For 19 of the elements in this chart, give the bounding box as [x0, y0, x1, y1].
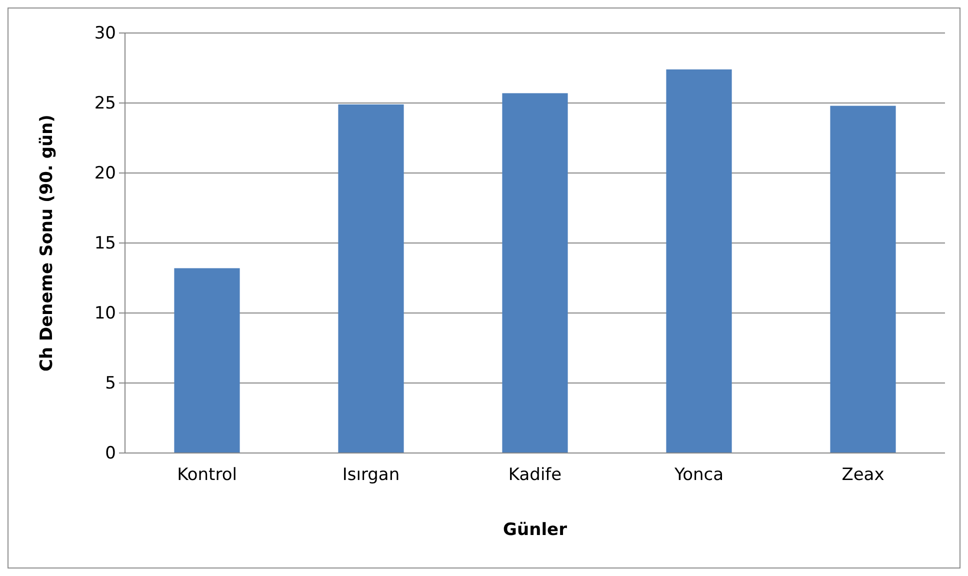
- x-tick-label: Isırgan: [342, 464, 400, 485]
- y-tick-label: 5: [105, 373, 116, 394]
- y-tick-label: 20: [94, 163, 116, 184]
- bar: [666, 69, 732, 453]
- x-tick-label: Kontrol: [177, 464, 237, 485]
- y-tick-label: 10: [94, 303, 116, 324]
- x-tick-label: Kadife: [508, 464, 562, 485]
- y-tick-label: 25: [94, 93, 116, 114]
- x-axis-title: Günler: [503, 520, 568, 540]
- bar: [338, 104, 404, 453]
- x-tick-label: Yonca: [673, 464, 724, 485]
- bar: [174, 268, 240, 453]
- y-tick-label: 0: [105, 443, 116, 464]
- y-axis-title: Ch Deneme Sonu (90. gün): [37, 114, 57, 372]
- y-tick-label: 15: [94, 233, 116, 254]
- bar: [502, 93, 568, 453]
- y-tick-label: 30: [94, 23, 116, 44]
- x-tick-label: Zeax: [842, 464, 884, 485]
- bar: [830, 106, 896, 453]
